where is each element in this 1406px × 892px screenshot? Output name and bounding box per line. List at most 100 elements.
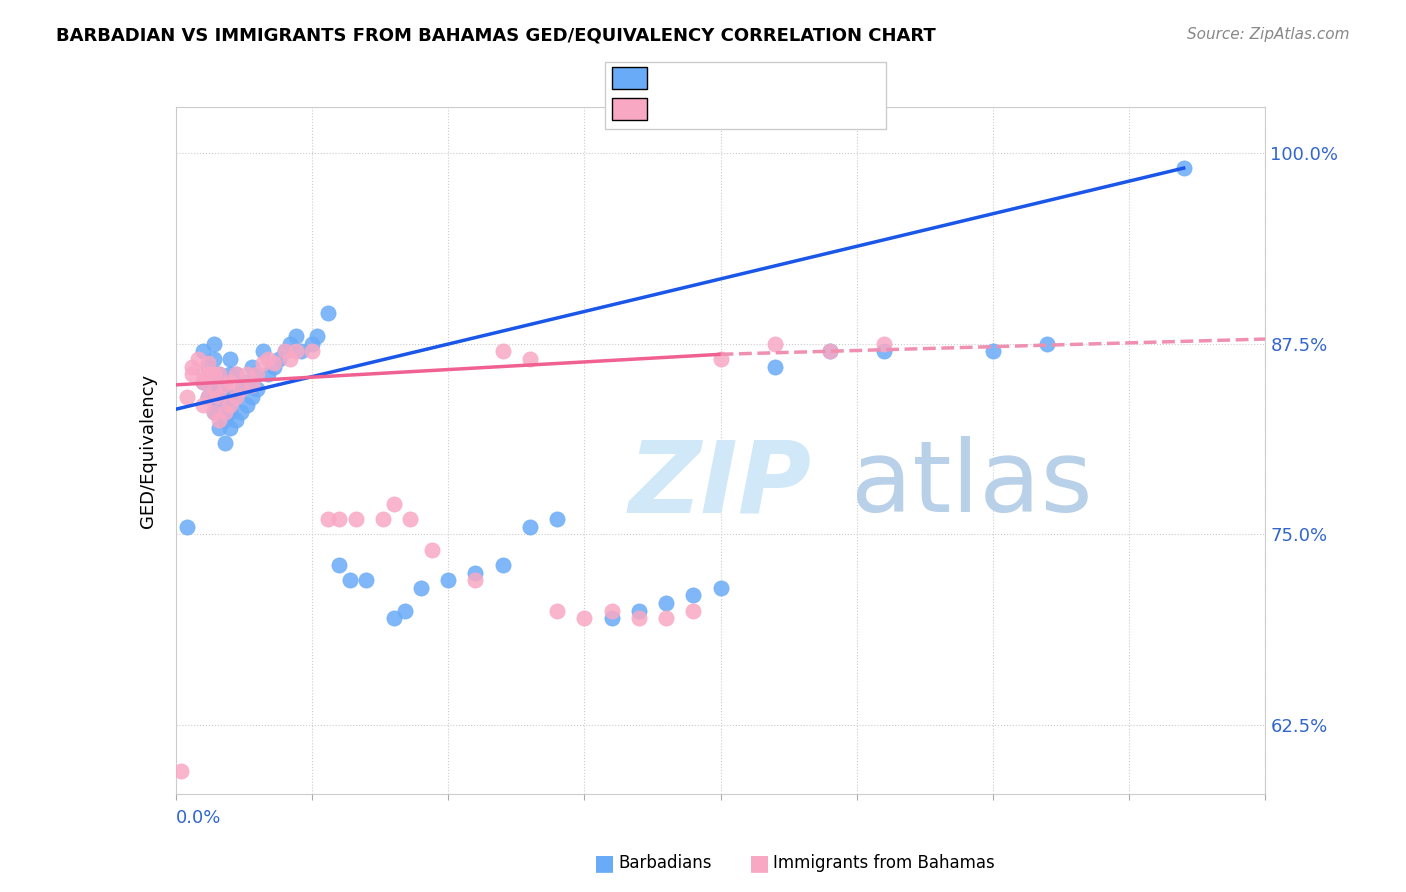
Point bbox=[274, 344, 297, 359]
Point bbox=[655, 611, 678, 625]
Point bbox=[231, 383, 253, 397]
Point bbox=[214, 390, 236, 404]
Text: Source: ZipAtlas.com: Source: ZipAtlas.com bbox=[1187, 27, 1350, 42]
Point bbox=[252, 344, 274, 359]
Point bbox=[492, 344, 515, 359]
Point bbox=[763, 359, 786, 374]
Point bbox=[235, 375, 257, 389]
Point bbox=[240, 390, 263, 404]
Point bbox=[208, 420, 231, 434]
Point bbox=[219, 351, 242, 366]
Text: ■: ■ bbox=[749, 854, 769, 873]
Point bbox=[214, 405, 236, 419]
Point bbox=[225, 367, 247, 381]
Point bbox=[240, 377, 263, 392]
Text: ZIP: ZIP bbox=[628, 436, 813, 533]
Point bbox=[519, 351, 541, 366]
Text: R = 0.086    N = 54: R = 0.086 N = 54 bbox=[654, 97, 860, 117]
Point bbox=[981, 344, 1004, 359]
Point bbox=[202, 336, 225, 351]
Point bbox=[344, 512, 367, 526]
Point bbox=[307, 329, 329, 343]
Point bbox=[191, 344, 214, 359]
Point bbox=[382, 611, 405, 625]
Point bbox=[219, 390, 242, 404]
Point bbox=[371, 512, 394, 526]
Text: Barbadians: Barbadians bbox=[619, 855, 713, 872]
Point bbox=[202, 367, 225, 381]
Point bbox=[600, 611, 623, 625]
Point bbox=[301, 344, 323, 359]
Text: R = 0.380    N = 66: R = 0.380 N = 66 bbox=[654, 66, 860, 86]
Point bbox=[170, 764, 193, 778]
Point bbox=[181, 367, 204, 381]
Point bbox=[225, 367, 247, 381]
Point bbox=[219, 375, 242, 389]
Point bbox=[278, 336, 301, 351]
Point bbox=[263, 359, 285, 374]
Point bbox=[257, 351, 280, 366]
Point bbox=[600, 604, 623, 618]
Point bbox=[278, 351, 301, 366]
Point bbox=[818, 344, 841, 359]
Point bbox=[257, 367, 280, 381]
Point bbox=[202, 383, 225, 397]
Point bbox=[176, 520, 198, 534]
Point bbox=[464, 566, 486, 580]
Point bbox=[197, 356, 219, 370]
Point bbox=[225, 413, 247, 427]
Point bbox=[252, 356, 274, 370]
Point bbox=[274, 344, 297, 359]
Point bbox=[246, 367, 269, 381]
Text: BARBADIAN VS IMMIGRANTS FROM BAHAMAS GED/EQUIVALENCY CORRELATION CHART: BARBADIAN VS IMMIGRANTS FROM BAHAMAS GED… bbox=[56, 27, 936, 45]
Text: Immigrants from Bahamas: Immigrants from Bahamas bbox=[773, 855, 995, 872]
Point bbox=[263, 356, 285, 370]
Point bbox=[269, 351, 291, 366]
Point bbox=[246, 367, 269, 381]
Point bbox=[191, 367, 214, 381]
Point bbox=[574, 611, 596, 625]
Point bbox=[339, 573, 361, 587]
Y-axis label: GED/Equivalency: GED/Equivalency bbox=[139, 374, 157, 527]
Point bbox=[208, 367, 231, 381]
Point bbox=[710, 351, 733, 366]
Point bbox=[235, 398, 257, 412]
Point bbox=[186, 351, 209, 366]
Text: 0.0%: 0.0% bbox=[176, 809, 221, 827]
Point bbox=[519, 520, 541, 534]
Point bbox=[301, 336, 323, 351]
Point bbox=[202, 375, 225, 389]
Point bbox=[231, 405, 253, 419]
Point bbox=[394, 604, 416, 618]
Point bbox=[382, 497, 405, 511]
Point bbox=[546, 604, 568, 618]
Point bbox=[214, 375, 236, 389]
Point bbox=[399, 512, 422, 526]
Point bbox=[191, 398, 214, 412]
Point bbox=[181, 359, 204, 374]
Point bbox=[546, 512, 568, 526]
Text: ■: ■ bbox=[595, 854, 614, 873]
Point bbox=[284, 329, 307, 343]
Point bbox=[284, 344, 307, 359]
Point bbox=[655, 596, 678, 610]
Point bbox=[176, 390, 198, 404]
Point bbox=[202, 405, 225, 419]
Point bbox=[208, 398, 231, 412]
Point bbox=[464, 573, 486, 587]
Point bbox=[873, 336, 896, 351]
Point bbox=[235, 367, 257, 381]
Text: atlas: atlas bbox=[852, 436, 1092, 533]
Point bbox=[214, 435, 236, 450]
Point bbox=[208, 413, 231, 427]
Point bbox=[231, 383, 253, 397]
Point bbox=[208, 367, 231, 381]
Point bbox=[356, 573, 378, 587]
Point bbox=[1173, 161, 1195, 175]
Point bbox=[328, 512, 350, 526]
Point bbox=[627, 604, 650, 618]
Point bbox=[1036, 336, 1059, 351]
Point bbox=[197, 359, 219, 374]
Point bbox=[191, 375, 214, 389]
Point bbox=[214, 413, 236, 427]
